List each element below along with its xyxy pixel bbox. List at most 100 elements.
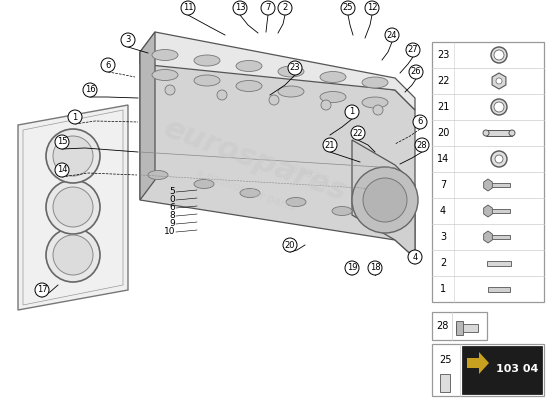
Circle shape — [323, 138, 337, 152]
Circle shape — [233, 1, 247, 15]
Text: 24: 24 — [387, 30, 397, 40]
Text: 7: 7 — [265, 4, 271, 12]
Text: 15: 15 — [57, 138, 67, 146]
Text: 18: 18 — [370, 264, 380, 272]
Text: 5: 5 — [169, 188, 175, 196]
Circle shape — [261, 1, 275, 15]
Circle shape — [288, 61, 302, 75]
Circle shape — [491, 47, 507, 63]
Text: 20: 20 — [437, 128, 449, 138]
Ellipse shape — [320, 92, 346, 102]
Circle shape — [351, 126, 365, 140]
Circle shape — [352, 167, 418, 233]
Polygon shape — [467, 352, 489, 374]
Polygon shape — [352, 140, 415, 258]
Text: 10: 10 — [163, 228, 175, 236]
Text: 19: 19 — [346, 264, 358, 272]
Bar — [488, 286, 510, 292]
Text: 17: 17 — [37, 286, 47, 294]
Bar — [456, 324, 478, 332]
Text: 14: 14 — [57, 166, 67, 174]
Text: 28: 28 — [417, 140, 427, 150]
Ellipse shape — [194, 75, 220, 86]
Bar — [456, 321, 463, 335]
Ellipse shape — [320, 72, 346, 82]
Circle shape — [46, 228, 100, 282]
Text: 21: 21 — [324, 140, 336, 150]
Circle shape — [121, 33, 135, 47]
Text: 13: 13 — [235, 4, 245, 12]
Circle shape — [283, 238, 297, 252]
Text: 21: 21 — [437, 102, 449, 112]
Circle shape — [494, 50, 504, 60]
Circle shape — [491, 151, 507, 167]
Ellipse shape — [362, 77, 388, 88]
Bar — [432, 42, 544, 302]
Circle shape — [483, 130, 489, 136]
Circle shape — [83, 83, 97, 97]
Text: 11: 11 — [183, 4, 193, 12]
Circle shape — [408, 250, 422, 264]
Text: 1: 1 — [73, 112, 78, 122]
Ellipse shape — [236, 80, 262, 92]
Text: 6: 6 — [417, 118, 423, 126]
Circle shape — [345, 105, 359, 119]
Text: 25: 25 — [440, 354, 452, 365]
Bar — [432, 312, 487, 340]
Polygon shape — [483, 179, 492, 191]
Circle shape — [509, 130, 515, 136]
Circle shape — [368, 261, 382, 275]
Text: 14: 14 — [437, 154, 449, 164]
Circle shape — [35, 283, 49, 297]
Circle shape — [53, 235, 93, 275]
Text: 26: 26 — [411, 68, 421, 76]
Text: 23: 23 — [290, 64, 300, 72]
Polygon shape — [140, 32, 415, 110]
Ellipse shape — [278, 86, 304, 97]
Circle shape — [181, 1, 195, 15]
Text: 7: 7 — [440, 180, 446, 190]
Circle shape — [53, 187, 93, 227]
Text: 22: 22 — [353, 128, 363, 138]
Text: 2: 2 — [282, 4, 288, 12]
Circle shape — [495, 155, 503, 163]
Circle shape — [341, 1, 355, 15]
Circle shape — [68, 110, 82, 124]
Circle shape — [278, 1, 292, 15]
Ellipse shape — [194, 180, 214, 188]
Text: 4: 4 — [412, 252, 417, 262]
Ellipse shape — [152, 50, 178, 60]
Circle shape — [496, 78, 502, 84]
Circle shape — [406, 43, 420, 57]
Text: 1: 1 — [349, 108, 355, 116]
Circle shape — [365, 1, 379, 15]
Circle shape — [491, 99, 507, 115]
Polygon shape — [483, 205, 492, 217]
Ellipse shape — [240, 188, 260, 198]
Text: 6: 6 — [105, 60, 111, 70]
Text: 8: 8 — [169, 212, 175, 220]
Circle shape — [494, 102, 504, 112]
Circle shape — [415, 138, 429, 152]
Circle shape — [413, 115, 427, 129]
Text: 3: 3 — [125, 36, 131, 44]
Circle shape — [55, 135, 69, 149]
Circle shape — [345, 261, 359, 275]
Ellipse shape — [362, 97, 388, 108]
Text: 2: 2 — [440, 258, 446, 268]
Circle shape — [165, 85, 175, 95]
Text: 1: 1 — [440, 284, 446, 294]
Text: 6: 6 — [169, 204, 175, 212]
Text: 25: 25 — [343, 4, 353, 12]
Circle shape — [101, 58, 115, 72]
Bar — [488, 183, 510, 187]
Text: a passion for parts: a passion for parts — [195, 168, 295, 212]
Bar — [486, 130, 512, 136]
Bar — [462, 346, 542, 394]
Ellipse shape — [152, 70, 178, 80]
Text: 0: 0 — [169, 196, 175, 204]
Ellipse shape — [332, 206, 352, 216]
Text: 23: 23 — [437, 50, 449, 60]
Ellipse shape — [194, 55, 220, 66]
Polygon shape — [140, 32, 155, 200]
